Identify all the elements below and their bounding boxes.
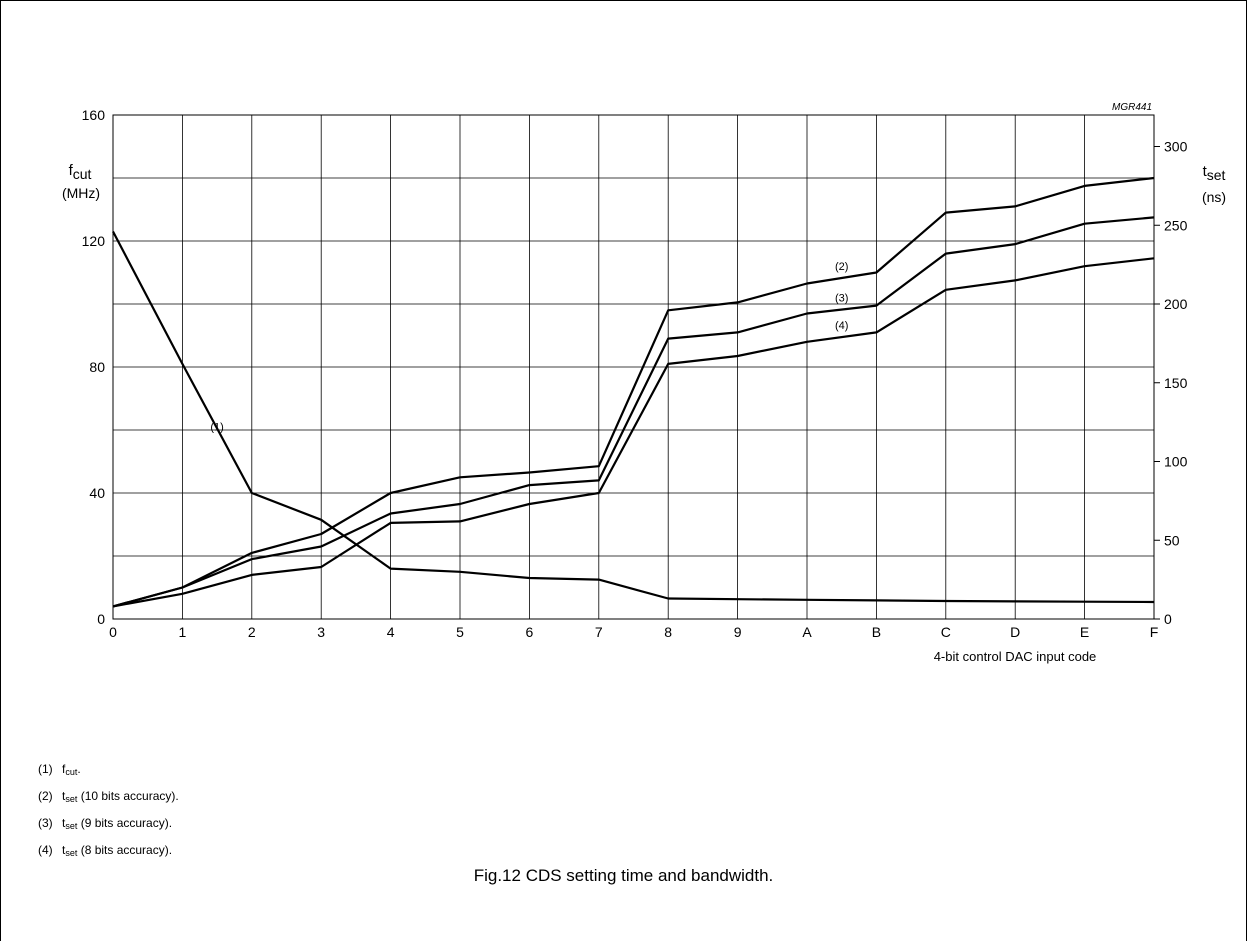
series-label-1: (1) <box>210 421 223 433</box>
left-tick-label: 0 <box>97 611 105 627</box>
x-tick-label: 4 <box>387 624 395 640</box>
right-tick-label: 150 <box>1164 375 1188 391</box>
left-tick-label: 80 <box>89 359 105 375</box>
x-tick-label: 6 <box>526 624 534 640</box>
legend-note-subscript: set <box>65 848 78 858</box>
legend-note-number: (1) <box>38 762 53 776</box>
right-tick-label: 50 <box>1164 532 1180 548</box>
series-line-4 <box>112 257 1155 608</box>
legend-note-4: (4) tset (8 bits accuracy). <box>38 838 179 865</box>
legend-note-subscript: set <box>65 821 78 831</box>
x-tick-label: 3 <box>317 624 325 640</box>
legend-note-subscript: cut <box>65 767 78 777</box>
x-tick-label: 7 <box>595 624 603 640</box>
x-tick-label: A <box>802 624 812 640</box>
x-tick-label: B <box>872 624 881 640</box>
figure-code: MGR441 <box>1112 102 1152 113</box>
legend-note-text: (8 bits accuracy). <box>77 843 173 857</box>
series-line-2 <box>112 176 1155 608</box>
legend-note-number: (3) <box>38 816 53 830</box>
legend-note-symbol: t <box>62 789 66 803</box>
series-label-4: (4) <box>835 320 848 332</box>
series-line-1 <box>112 230 1155 604</box>
right-tick-label: 0 <box>1164 611 1172 627</box>
x-tick-label: F <box>1150 624 1159 640</box>
legend-note-symbol: f <box>62 762 66 776</box>
legend-note-3: (3) tset (9 bits accuracy). <box>38 811 179 838</box>
x-tick-label: C <box>941 624 951 640</box>
x-tick-label: 0 <box>109 624 117 640</box>
series-line-3 <box>112 216 1155 608</box>
legend-note-symbol: t <box>62 843 66 857</box>
legend-note-symbol: t <box>62 816 66 830</box>
x-axis-label: 4-bit control DAC input code <box>934 649 1097 664</box>
left-tick-label: 40 <box>89 485 105 501</box>
x-tick-label: E <box>1080 624 1089 640</box>
x-tick-label: 8 <box>664 624 672 640</box>
left-axis-label: fcut <box>69 162 92 182</box>
legend-note-number: (4) <box>38 843 53 857</box>
x-tick-label: 2 <box>248 624 256 640</box>
legend-note-text: . <box>77 762 81 776</box>
legend-note-text: (10 bits accuracy). <box>77 789 179 803</box>
x-tick-label: D <box>1010 624 1020 640</box>
right-axis-unit: (ns) <box>1202 189 1226 205</box>
right-tick-label: 250 <box>1164 217 1188 233</box>
legend-note-2: (2) tset (10 bits accuracy). <box>38 784 179 811</box>
figure-caption: Fig.12 CDS setting time and bandwidth. <box>473 866 774 885</box>
legend-note-number: (2) <box>38 789 53 803</box>
left-tick-label: 160 <box>82 107 106 123</box>
x-tick-label: 9 <box>734 624 742 640</box>
legend-note-1: (1) fcut. <box>38 757 179 784</box>
legend-notes: (1) fcut. (2) tset (10 bits accuracy). (3)… <box>38 757 179 865</box>
right-tick-label: 300 <box>1164 139 1188 155</box>
x-tick-label: 1 <box>179 624 187 640</box>
left-axis-unit: (MHz) <box>62 185 100 201</box>
right-tick-label: 200 <box>1164 296 1188 312</box>
left-tick-label: 120 <box>82 233 106 249</box>
right-tick-label: 100 <box>1164 454 1188 470</box>
legend-note-subscript: set <box>65 794 78 804</box>
legend-note-text: (9 bits accuracy). <box>77 816 173 830</box>
right-axis-label: tset <box>1203 163 1226 183</box>
series-label-2: (2) <box>835 261 848 273</box>
x-tick-label: 5 <box>456 624 464 640</box>
series-label-3: (3) <box>835 293 848 305</box>
